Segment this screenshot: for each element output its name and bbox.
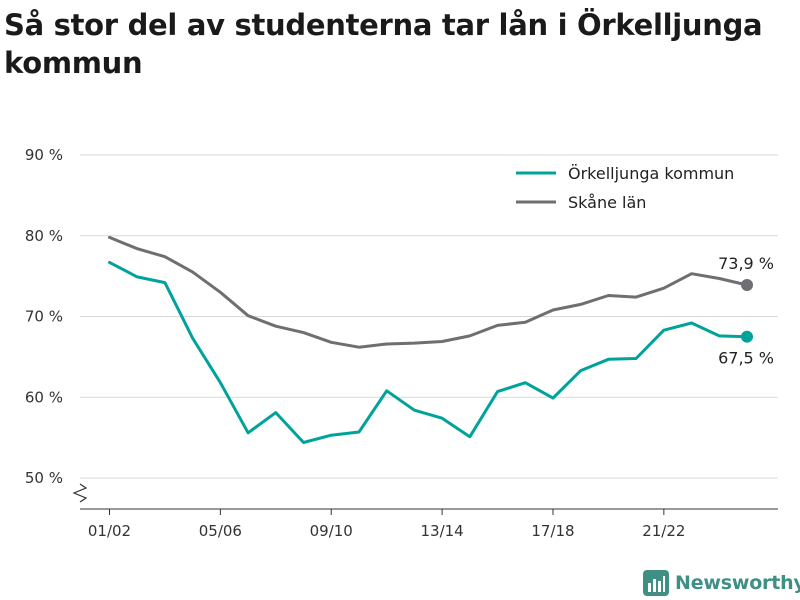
y-tick-label: 90 %	[25, 146, 63, 164]
x-tick-label: 09/10	[310, 522, 353, 540]
newsworthy-logo-icon	[643, 570, 669, 596]
legend: Örkelljunga kommun Skåne län	[509, 157, 767, 219]
x-axis: 01/02 05/06 09/10 13/14 17/18 21/22	[80, 508, 778, 540]
x-tick-label: 21/22	[642, 522, 685, 540]
axis-break-mark	[72, 483, 88, 503]
end-marker	[741, 330, 753, 343]
newsworthy-logo-text: Newsworthy	[675, 572, 800, 594]
chart-title: Så stor del av studenterna tar lån i Örk…	[4, 8, 763, 80]
y-tick-label: 50 %	[25, 469, 63, 487]
end-value-label: 67,5 %	[718, 349, 774, 368]
legend-label: Skåne län	[568, 193, 646, 212]
y-tick-label: 80 %	[25, 227, 63, 245]
y-tick-label: 60 %	[25, 388, 63, 406]
series-lines	[108, 235, 749, 444]
x-tick-label: 17/18	[531, 522, 574, 540]
legend-label: Örkelljunga kommun	[568, 164, 734, 183]
series-line	[108, 235, 749, 349]
end-markers: 67,5 % 73,9 %	[718, 254, 774, 368]
grid-lines	[80, 154, 778, 479]
end-value-label: 73,9 %	[718, 254, 774, 273]
x-tick-label: 13/14	[420, 522, 463, 540]
y-axis: 50 % 60 % 70 % 80 % 90 %	[25, 146, 88, 503]
legend-background	[509, 157, 767, 219]
newsworthy-logo: Newsworthy	[643, 568, 800, 598]
x-tick-label: 01/02	[88, 522, 131, 540]
end-marker	[741, 279, 753, 292]
series-line	[108, 260, 749, 444]
y-tick-label: 70 %	[25, 308, 63, 326]
x-tick-label: 05/06	[199, 522, 242, 540]
